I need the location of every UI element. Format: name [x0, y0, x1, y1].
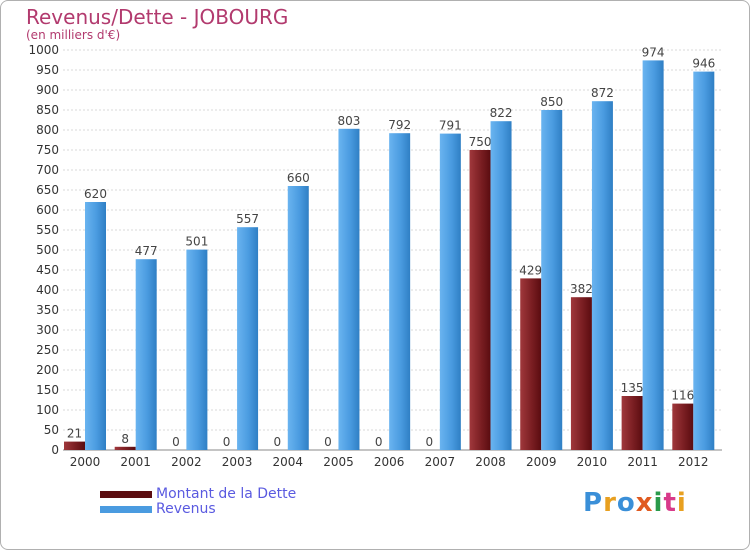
revenue-value-label: 620 — [84, 187, 107, 201]
x-tick-label: 2002 — [171, 455, 202, 469]
debt-value-label: 0 — [375, 435, 383, 449]
logo-letter: P — [583, 488, 604, 518]
x-tick-label: 2010 — [577, 455, 608, 469]
revenue-bar — [693, 71, 715, 450]
logo-letter: r — [603, 488, 617, 518]
logo-letter: t — [663, 488, 677, 518]
x-tick-label: 2009 — [526, 455, 557, 469]
logo-letter: i — [653, 488, 664, 518]
debt-value-label: 0 — [223, 435, 231, 449]
debt-value-label: 382 — [570, 282, 593, 296]
x-tick-label: 2003 — [222, 455, 253, 469]
debt-bar — [520, 278, 542, 450]
debt-value-label: 116 — [671, 389, 694, 403]
revenue-bar — [237, 227, 259, 450]
x-tick-label: 2012 — [678, 455, 709, 469]
debt-value-label: 0 — [172, 435, 180, 449]
debt-bar — [672, 403, 694, 450]
revenue-bar — [338, 128, 360, 451]
debt-value-label: 750 — [469, 135, 492, 149]
y-tick-label: 400 — [36, 283, 59, 297]
x-tick-label: 2000 — [70, 455, 101, 469]
debt-value-label: 429 — [519, 263, 542, 277]
y-tick-label: 750 — [36, 143, 59, 157]
chart-title: Revenus/Dette - JOBOURG — [26, 5, 289, 29]
y-tick-label: 250 — [36, 343, 59, 357]
x-tick-label: 2011 — [627, 455, 658, 469]
debt-value-label: 21 — [67, 427, 82, 441]
debt-value-label: 8 — [121, 432, 129, 446]
revenue-value-label: 822 — [490, 106, 513, 120]
y-tick-label: 300 — [36, 323, 59, 337]
legend-label-debt: Montant de la Dette — [156, 486, 297, 502]
y-tick-label: 50 — [44, 423, 59, 437]
y-tick-label: 1000 — [28, 43, 59, 57]
debt-bar — [570, 297, 592, 450]
y-tick-label: 350 — [36, 303, 59, 317]
x-tick-label: 2005 — [323, 455, 354, 469]
x-tick-label: 2001 — [120, 455, 151, 469]
revenue-bar — [541, 110, 563, 450]
y-tick-label: 100 — [36, 403, 59, 417]
revenue-value-label: 946 — [692, 57, 715, 71]
revenue-value-label: 792 — [388, 118, 411, 132]
y-tick-label: 650 — [36, 183, 59, 197]
revenue-bar — [642, 60, 664, 451]
debt-value-label: 0 — [324, 435, 332, 449]
revenue-value-label: 803 — [338, 114, 361, 128]
revenue-value-label: 477 — [135, 244, 158, 258]
debt-bar — [621, 396, 643, 450]
y-tick-label: 550 — [36, 223, 59, 237]
y-tick-label: 0 — [51, 443, 59, 457]
revenue-bar — [389, 133, 411, 450]
debt-value-label: 135 — [621, 381, 644, 395]
legend-label-revenue: Revenus — [156, 501, 216, 517]
debt-bar — [114, 446, 136, 450]
y-tick-label: 950 — [36, 63, 59, 77]
y-tick-label: 150 — [36, 383, 59, 397]
x-tick-label: 2004 — [272, 455, 303, 469]
y-tick-label: 850 — [36, 103, 59, 117]
legend-swatch-revenue — [100, 506, 152, 513]
logo-letter: x — [635, 488, 654, 518]
revenue-bar — [85, 202, 106, 450]
debt-value-label: 0 — [273, 435, 281, 449]
chart-subtitle: (en milliers d'€) — [26, 28, 121, 42]
y-tick-label: 200 — [36, 363, 59, 377]
logo-letter: i — [676, 488, 687, 518]
revenue-value-label: 872 — [591, 86, 614, 100]
revenue-value-label: 660 — [287, 171, 310, 185]
debt-bar — [64, 441, 85, 450]
revenue-bar — [135, 259, 157, 450]
proxiti-logo: Proxiti — [583, 488, 687, 518]
x-tick-label: 2007 — [425, 455, 456, 469]
revenue-value-label: 974 — [642, 45, 665, 59]
y-tick-label: 450 — [36, 263, 59, 277]
revenue-value-label: 501 — [185, 235, 208, 249]
y-tick-label: 600 — [36, 203, 59, 217]
revenue-value-label: 557 — [236, 212, 259, 226]
y-tick-label: 900 — [36, 83, 59, 97]
x-tick-label: 2008 — [475, 455, 506, 469]
revenue-bar — [490, 121, 512, 450]
revenue-value-label: 850 — [540, 95, 563, 109]
revenue-bar — [591, 101, 613, 450]
y-tick-label: 800 — [36, 123, 59, 137]
debt-value-label: 0 — [426, 435, 434, 449]
revenue-bar — [287, 186, 309, 450]
logo-letter: o — [616, 488, 636, 518]
legend-swatch-debt — [100, 491, 152, 498]
y-tick-label: 500 — [36, 243, 59, 257]
x-tick-label: 2006 — [374, 455, 405, 469]
y-tick-label: 700 — [36, 163, 59, 177]
revenue-value-label: 791 — [439, 119, 462, 133]
revenue-bar — [439, 133, 461, 450]
debt-bar — [469, 150, 491, 450]
revenue-bar — [186, 249, 208, 450]
